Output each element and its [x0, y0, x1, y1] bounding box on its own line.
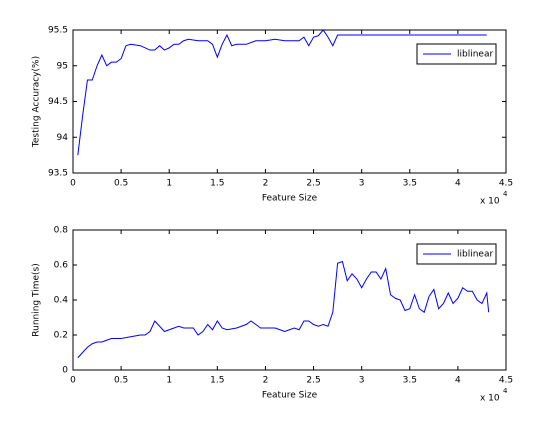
- x-tick-label: 0.5: [114, 179, 128, 189]
- x-tick-label: 2.5: [306, 179, 320, 189]
- x-tick-label: 1.5: [210, 179, 224, 189]
- data-line: [77, 29, 487, 156]
- x-tick-label: 0.5: [114, 376, 128, 386]
- legend-box: [416, 43, 497, 65]
- x-tick-label: 3.5: [403, 376, 417, 386]
- x-tick-label: 0: [70, 376, 76, 386]
- y-tick-label: 95.5: [48, 26, 68, 36]
- legend: liblinear: [416, 243, 497, 265]
- y-tick-label: 0.8: [54, 226, 69, 236]
- y-tick-label: 0.4: [54, 296, 69, 306]
- x-tick-label: 3.5: [403, 179, 417, 189]
- legend-label: liblinear: [457, 250, 493, 260]
- y-tick-label: 0.6: [54, 261, 69, 271]
- x-multiplier: x 10: [480, 394, 500, 404]
- legend: liblinear: [416, 43, 497, 65]
- x-axis-label: Feature Size: [262, 194, 318, 204]
- x-tick-label: 1: [166, 376, 172, 386]
- y-tick-label: 0: [62, 366, 68, 376]
- x-axis-label: Feature Size: [262, 391, 318, 401]
- x-tick-label: 2: [263, 179, 269, 189]
- x-tick-label: 4.5: [499, 376, 513, 386]
- y-tick-label: 95: [57, 61, 68, 71]
- y-axis-label: Running Time(s): [32, 263, 42, 336]
- y-tick-label: 93.5: [48, 169, 68, 179]
- x-tick-label: 3: [359, 179, 365, 189]
- x-tick-label: 4: [455, 179, 461, 189]
- x-multiplier-exponent: 4: [503, 387, 508, 395]
- y-tick-label: 94: [57, 133, 69, 143]
- x-tick-label: 2.5: [306, 376, 320, 386]
- data-line: [77, 260, 490, 359]
- x-multiplier: x 10: [480, 197, 500, 207]
- x-tick-label: 0: [70, 179, 76, 189]
- x-tick-label: 2: [263, 376, 269, 386]
- legend-label: liblinear: [457, 50, 493, 60]
- y-axis-label: Testing Accuracy(%): [32, 56, 42, 148]
- x-tick-label: 4: [455, 376, 461, 386]
- y-tick-label: 94.5: [48, 97, 68, 107]
- y-tick-label: 0.2: [54, 331, 68, 341]
- x-multiplier-exponent: 4: [503, 190, 508, 198]
- legend-box: [416, 243, 497, 265]
- x-tick-label: 3: [359, 376, 365, 386]
- x-tick-label: 1.5: [210, 376, 224, 386]
- x-tick-label: 4.5: [499, 179, 513, 189]
- x-tick-label: 1: [166, 179, 172, 189]
